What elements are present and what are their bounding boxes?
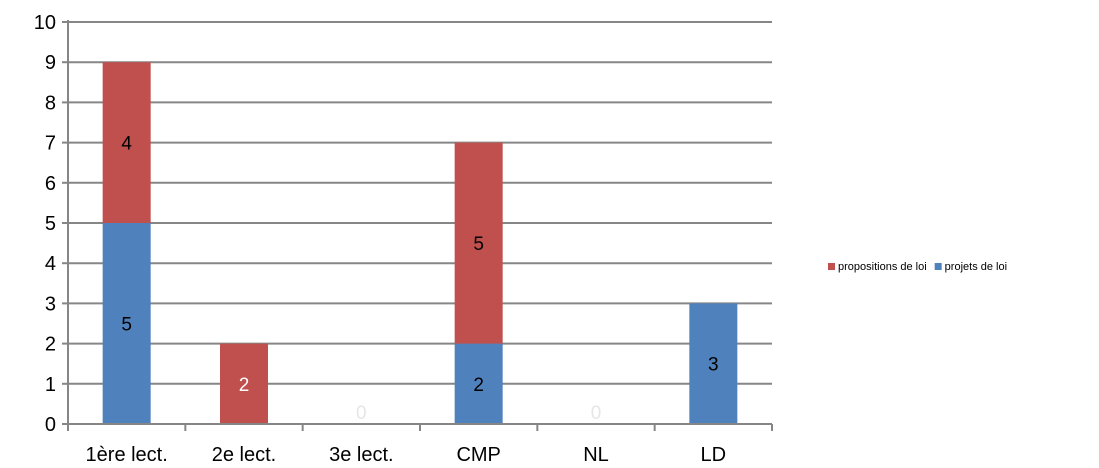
- data-label: 4: [121, 134, 132, 155]
- y-tick-label: 6: [45, 173, 56, 195]
- y-tick-label: 10: [34, 12, 56, 34]
- x-tick-label: NL: [583, 444, 609, 466]
- x-tick-label: 3e lect.: [329, 444, 393, 466]
- bar-propositions-de-loi-0: [102, 62, 151, 224]
- y-tick-label: 1: [45, 374, 56, 396]
- x-tick-label: LD: [701, 444, 727, 466]
- data-label: 2: [239, 375, 250, 396]
- bar-propositions-de-loi-3: [454, 142, 503, 344]
- y-tick-label: 8: [45, 92, 56, 114]
- axes: [62, 20, 773, 431]
- y-tick-label: 7: [45, 133, 56, 155]
- data-labels: 5 4 2 0 2 5 0 3: [121, 134, 718, 424]
- legend-label: projets de loi: [945, 261, 1007, 273]
- x-tick-label: 2e lect.: [212, 444, 276, 466]
- y-tick-label: 5: [45, 213, 56, 235]
- legend-swatch: [828, 263, 835, 270]
- x-tick-label: 1ère lect.: [86, 444, 168, 466]
- data-label: 2: [473, 375, 484, 396]
- gridlines: [68, 21, 772, 385]
- data-label: 5: [121, 315, 132, 336]
- data-label: 5: [473, 234, 484, 255]
- y-tick-label: 4: [45, 253, 56, 275]
- y-tick-label: 2: [45, 334, 56, 356]
- legend: propositions de loi projets de loi: [828, 261, 1007, 273]
- bar-projets-de-loi-3: [454, 343, 503, 424]
- x-tick-label: CMP: [456, 444, 500, 466]
- bars: [102, 62, 738, 424]
- legend-label: propositions de loi: [838, 261, 927, 273]
- legend-swatch: [934, 263, 942, 270]
- y-tick-label: 3: [45, 293, 56, 315]
- y-tick-label: 9: [45, 52, 56, 74]
- data-label: 0: [356, 403, 367, 424]
- data-label: 0: [591, 403, 602, 424]
- data-label: 3: [708, 355, 719, 376]
- x-axis-tick-labels: 1ère lect. 2e lect. 3e lect. CMP NL LD: [86, 444, 727, 466]
- bar-propositions-de-loi-1: [220, 343, 268, 424]
- bar-projets-de-loi-0: [102, 223, 151, 424]
- bar-projets-de-loi-5: [689, 303, 738, 424]
- y-tick-label: 0: [45, 414, 56, 436]
- y-axis-tick-labels: 0 1 2 3 4 5 6 7 8 9 10: [34, 12, 56, 436]
